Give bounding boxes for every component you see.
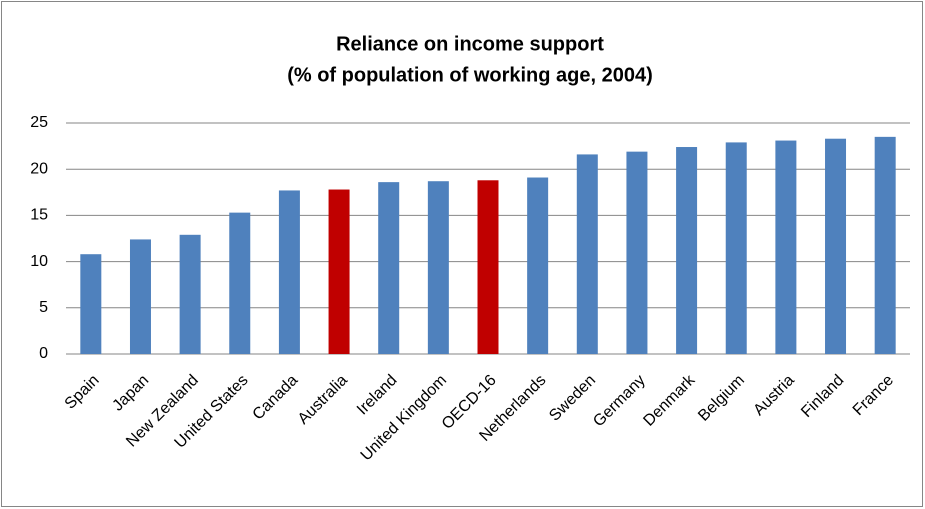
bar	[229, 212, 251, 354]
bar	[477, 180, 499, 354]
y-tick-label: 0	[39, 345, 48, 362]
bar	[725, 142, 747, 354]
bar	[874, 136, 896, 354]
bar	[527, 177, 549, 354]
y-tick-label: 20	[30, 160, 48, 177]
y-tick-label: 25	[30, 114, 48, 131]
bar	[378, 182, 400, 354]
chart-title: Reliance on income support	[336, 33, 604, 55]
y-tick-label: 5	[39, 299, 48, 316]
y-tick-label: 10	[30, 253, 48, 270]
bar	[80, 254, 102, 354]
bar	[626, 151, 648, 354]
bar	[676, 147, 698, 354]
y-tick-label: 15	[30, 207, 48, 224]
bar	[427, 181, 449, 354]
bar	[179, 234, 201, 354]
bar	[278, 190, 300, 354]
bar	[576, 154, 598, 354]
bar	[129, 239, 151, 354]
chart-subtitle: (% of population of working age, 2004)	[287, 64, 653, 86]
bar	[775, 140, 797, 354]
bar	[328, 189, 350, 354]
bar	[825, 138, 847, 354]
